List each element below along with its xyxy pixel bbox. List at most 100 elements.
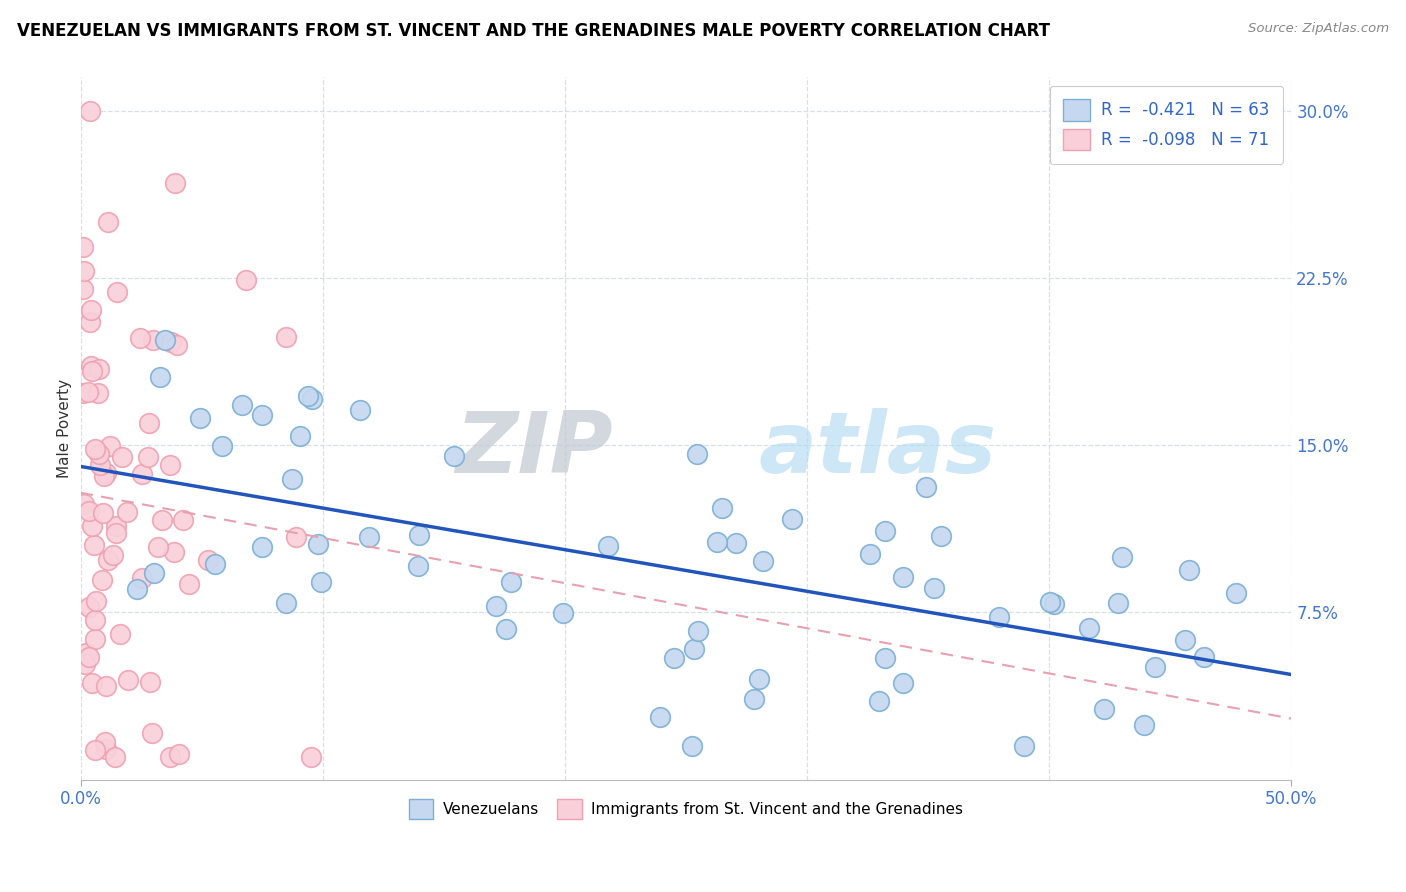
Point (80, 302, 103, 317)
Point (235, 273, 257, 287)
Point (1043, 598, 1066, 612)
Point (250, 540, 273, 554)
Text: Source: ZipAtlas.com: Source: ZipAtlas.com (1249, 22, 1389, 36)
Point (73, 497, 96, 511)
Point (648, 710, 671, 724)
Point (80, 519, 103, 533)
Point (891, 569, 914, 583)
Point (153, 333, 176, 347)
Point (276, 596, 298, 610)
Point (859, 547, 882, 561)
Point (87, 362, 110, 376)
Point (274, 330, 297, 344)
Point (86, 594, 108, 608)
Text: atlas: atlas (759, 408, 997, 491)
Point (1078, 621, 1101, 635)
Point (83, 538, 105, 552)
Point (915, 480, 938, 494)
Point (710, 501, 733, 516)
Point (309, 575, 332, 590)
Point (77, 649, 100, 664)
Point (117, 673, 139, 687)
Point (104, 525, 127, 540)
Point (752, 554, 775, 568)
Point (873, 651, 896, 665)
Point (297, 389, 319, 403)
Point (103, 548, 125, 562)
Point (188, 410, 211, 425)
Point (706, 535, 728, 549)
Point (159, 458, 181, 473)
Point (143, 566, 166, 580)
Point (72, 385, 94, 400)
Point (408, 559, 430, 574)
Point (148, 540, 170, 554)
Point (1111, 549, 1133, 564)
Point (160, 335, 183, 350)
Point (285, 530, 308, 544)
Point (80, 359, 103, 374)
Point (72, 240, 94, 254)
Point (1092, 702, 1115, 716)
Point (167, 747, 190, 762)
Point (742, 692, 765, 706)
Point (104, 518, 127, 533)
Point (97, 553, 120, 567)
Text: VENEZUELAN VS IMMIGRANTS FROM ST. VINCENT AND THE GRENADINES MALE POVERTY CORREL: VENEZUELAN VS IMMIGRANTS FROM ST. VINCEN… (17, 22, 1050, 40)
Point (77, 504, 100, 518)
Point (128, 331, 150, 345)
Point (115, 505, 138, 519)
Point (77, 385, 100, 400)
Point (780, 512, 803, 526)
Point (1014, 739, 1036, 754)
Point (748, 672, 770, 686)
Point (87, 447, 110, 461)
Point (686, 447, 709, 461)
Legend: Venezuelans, Immigrants from St. Vincent and the Grenadines: Venezuelans, Immigrants from St. Vincent… (404, 793, 969, 824)
Point (869, 694, 891, 708)
Text: ZIP: ZIP (456, 408, 613, 491)
Point (280, 472, 302, 486)
Point (1192, 650, 1215, 665)
Point (141, 725, 163, 739)
Point (93, 507, 115, 521)
Point (165, 176, 187, 190)
Point (288, 429, 311, 443)
Point (301, 392, 323, 406)
Point (299, 750, 322, 764)
Point (349, 403, 371, 417)
Point (172, 513, 194, 527)
Point (231, 398, 253, 412)
Point (97, 214, 120, 228)
Point (159, 750, 181, 764)
Point (94, 735, 117, 749)
Point (86, 386, 108, 401)
Point (94, 742, 117, 756)
Point (682, 739, 704, 754)
Point (94, 466, 117, 480)
Point (891, 676, 914, 690)
Point (683, 641, 706, 656)
Point (142, 333, 165, 347)
Point (598, 540, 620, 554)
Point (359, 530, 381, 544)
Point (150, 513, 173, 527)
Point (204, 557, 226, 571)
Point (127, 582, 149, 596)
Point (131, 571, 153, 585)
Point (89, 458, 111, 473)
Point (495, 622, 517, 636)
Point (1039, 595, 1062, 609)
Point (179, 577, 201, 591)
Point (75, 646, 97, 660)
Point (166, 337, 188, 351)
Point (987, 609, 1010, 624)
Point (107, 285, 129, 299)
Point (136, 450, 159, 464)
Point (1174, 633, 1197, 648)
Point (163, 544, 186, 558)
Point (94, 679, 117, 693)
Point (139, 675, 162, 690)
Point (90, 574, 112, 588)
Point (80, 676, 103, 690)
